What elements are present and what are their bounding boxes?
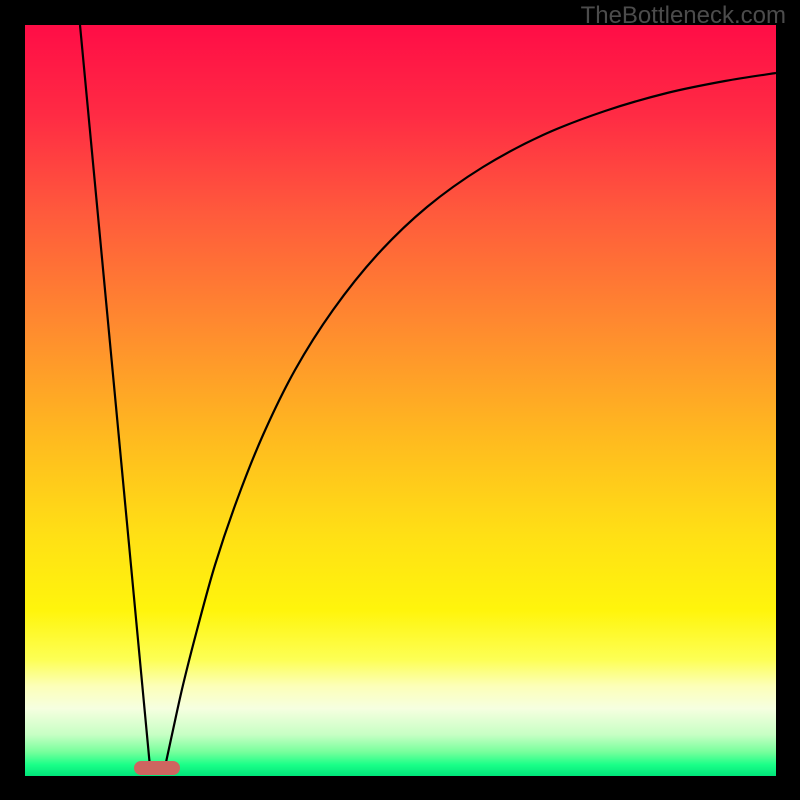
plot-area <box>25 25 776 776</box>
watermark-text: TheBottleneck.com <box>581 2 786 30</box>
curve-layer <box>25 25 776 776</box>
optimal-marker <box>134 761 180 775</box>
right-v-curve <box>165 73 776 767</box>
outer-frame: TheBottleneck.com <box>0 0 800 800</box>
left-v-line <box>80 25 150 767</box>
